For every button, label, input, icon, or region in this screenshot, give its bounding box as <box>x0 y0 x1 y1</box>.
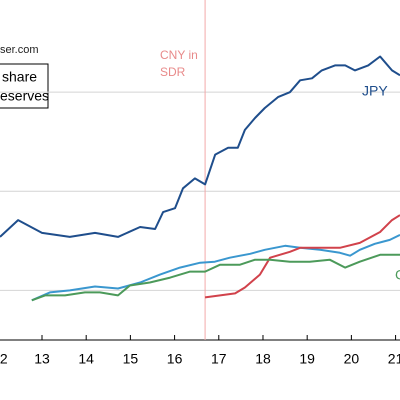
x-tick-label: 15 <box>123 351 139 367</box>
series-line <box>31 234 400 302</box>
x-tick-label: 21 <box>388 351 400 367</box>
series-line <box>0 55 400 238</box>
x-tick-label: 20 <box>344 351 360 367</box>
x-tick-label: 13 <box>34 351 50 367</box>
series-label: C <box>395 267 400 283</box>
x-tick-label: 19 <box>299 351 315 367</box>
x-tick-label: 16 <box>167 351 183 367</box>
source-label: ser.com <box>0 44 39 56</box>
x-tick-label: 2 <box>0 351 8 367</box>
series-label: JPY <box>362 83 388 99</box>
series-line <box>204 214 400 299</box>
x-tick-label: 14 <box>78 351 94 367</box>
x-tick-label: 17 <box>211 351 227 367</box>
annotation-text: SDR <box>160 65 186 79</box>
series-line <box>31 253 400 302</box>
legend-line: share <box>2 69 37 85</box>
x-tick-label: 18 <box>255 351 271 367</box>
legend-box <box>0 63 49 109</box>
annotation-text: CNY in <box>160 48 198 62</box>
legend-line: eserves <box>0 88 49 104</box>
